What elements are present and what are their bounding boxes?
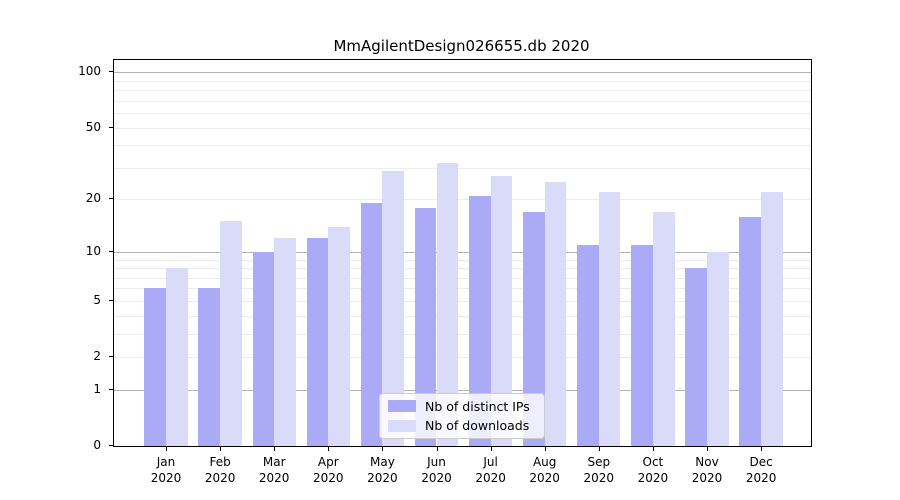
minor-gridline-70 — [114, 100, 811, 102]
x-tick-label-may: May 2020 — [367, 455, 398, 485]
legend-label-distinct-ips: Nb of distinct IPs — [425, 398, 530, 414]
legend-swatch-distinct-ips — [388, 400, 416, 413]
x-tick-label-apr: Apr 2020 — [313, 455, 344, 485]
major-gridline-100 — [114, 72, 811, 74]
bar-downloads-mar — [274, 238, 296, 446]
y-tick-label-50: 50 — [85, 119, 101, 134]
x-tick-mark-jun — [436, 447, 438, 451]
x-tick-mark-feb — [220, 447, 222, 451]
minor-gridline-6 — [114, 288, 811, 290]
y-tick-label-1: 1 — [93, 381, 101, 396]
x-tick-label-feb: Feb 2020 — [204, 455, 236, 485]
y-tick-mark-20 — [109, 198, 113, 200]
legend-label-downloads: Nb of downloads — [425, 418, 530, 434]
x-tick-mark-jul — [490, 447, 492, 451]
minor-gridline-4 — [114, 315, 811, 317]
legend-item-downloads: Nb of downloads — [388, 418, 536, 435]
y-tick-mark-0 — [109, 445, 113, 446]
minor-gridline-8 — [114, 268, 811, 270]
x-tick-mark-aug — [544, 447, 546, 451]
legend-item-distinct-ips: Nb of distinct IPs — [388, 398, 536, 415]
x-tick-label-jan: Jan 2020 — [150, 455, 182, 485]
x-tick-mark-jan — [166, 447, 167, 451]
minor-gridline-40 — [114, 145, 811, 147]
y-tick-label-0: 0 — [93, 438, 101, 452]
x-tick-mark-nov — [707, 447, 708, 451]
minor-gridline-30 — [114, 167, 811, 169]
bar-distinct-ips-sep — [577, 244, 599, 446]
minor-gridline-5 — [114, 300, 811, 302]
minor-gridline-3 — [114, 333, 811, 335]
legend: Nb of distinct IPs Nb of downloads — [379, 393, 545, 439]
bar-downloads-jan — [166, 268, 188, 446]
x-tick-label-oct: Oct 2020 — [637, 455, 669, 485]
plot-area: Nb of distinct IPs Nb of downloads — [113, 59, 812, 447]
bar-distinct-ips-dec — [739, 216, 762, 446]
minor-gridline-60 — [114, 113, 811, 115]
bar-distinct-ips-may — [360, 203, 383, 446]
bar-distinct-ips-aug — [523, 211, 545, 446]
y-tick-label-5: 5 — [93, 292, 101, 307]
minor-gridline-50 — [114, 127, 811, 129]
y-tick-label-100: 100 — [78, 64, 101, 79]
x-tick-mark-sep — [598, 447, 600, 451]
y-tick-mark-5 — [109, 299, 113, 301]
x-tick-mark-apr — [328, 447, 330, 451]
major-gridline-10 — [114, 251, 811, 253]
bar-distinct-ips-jul — [468, 195, 491, 446]
x-tick-mark-oct — [652, 447, 654, 451]
x-tick-label-mar: Mar 2020 — [258, 455, 290, 485]
minor-gridline-20 — [114, 199, 811, 201]
y-tick-mark-10 — [109, 250, 113, 252]
x-tick-label-nov: Nov 2020 — [691, 455, 723, 485]
bar-distinct-ips-jan — [144, 288, 166, 446]
bar-downloads-may — [382, 170, 405, 446]
bar-distinct-ips-jun — [414, 207, 437, 446]
bar-distinct-ips-mar — [252, 251, 275, 446]
x-tick-label-jul: Jul 2020 — [475, 455, 506, 485]
minor-gridline-2 — [114, 357, 811, 359]
y-tick-mark-100 — [109, 71, 113, 73]
y-tick-mark-2 — [109, 356, 113, 358]
y-tick-mark-50 — [109, 126, 113, 128]
bar-downloads-dec — [761, 192, 783, 446]
bar-downloads-nov — [707, 251, 729, 446]
minor-gridline-7 — [114, 277, 811, 279]
bar-distinct-ips-apr — [306, 238, 329, 446]
bar-downloads-aug — [544, 182, 567, 446]
y-tick-label-20: 20 — [85, 191, 101, 206]
bar-distinct-ips-nov — [685, 268, 707, 446]
chart-title: MmAgilentDesign026655.db 2020 — [333, 37, 590, 55]
legend-swatch-downloads — [388, 419, 416, 432]
y-tick-label-10: 10 — [85, 243, 101, 258]
bar-downloads-feb — [220, 221, 242, 446]
bar-downloads-oct — [652, 211, 675, 446]
x-tick-label-sep: Sep 2020 — [583, 455, 615, 485]
bar-downloads-apr — [328, 226, 350, 446]
y-tick-mark-1 — [109, 388, 113, 390]
x-tick-mark-dec — [761, 447, 763, 451]
bar-downloads-jun — [436, 162, 459, 446]
bar-downloads-sep — [598, 192, 621, 446]
bar-downloads-jul — [490, 176, 513, 446]
x-tick-label-aug: Aug 2020 — [529, 455, 560, 485]
minor-gridline-90 — [114, 80, 811, 82]
x-tick-label-jun: Jun 2020 — [421, 455, 452, 485]
y-tick-label-2: 2 — [93, 349, 101, 364]
x-tick-mark-may — [382, 447, 384, 451]
x-tick-mark-mar — [274, 447, 276, 451]
minor-gridline-9 — [114, 259, 811, 261]
bar-distinct-ips-feb — [198, 288, 221, 446]
x-tick-label-dec: Dec 2020 — [745, 455, 777, 485]
bar-distinct-ips-oct — [631, 244, 653, 446]
major-gridline-1 — [114, 389, 811, 391]
minor-gridline-80 — [114, 90, 811, 92]
